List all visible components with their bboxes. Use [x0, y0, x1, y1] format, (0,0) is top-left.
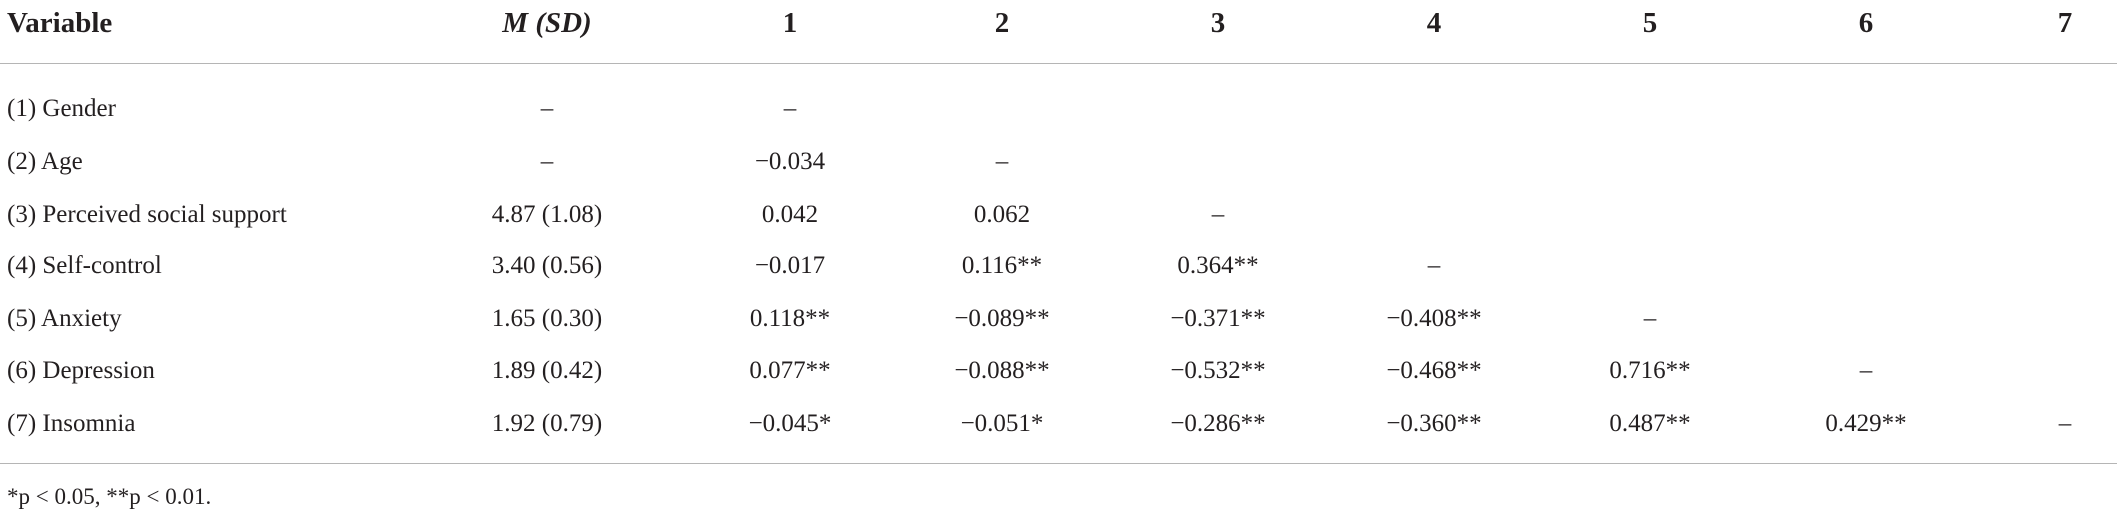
- table-cell: 0.116**: [961, 252, 1043, 279]
- column-header: 7: [2057, 7, 2073, 39]
- table-cell: −0.360**: [1386, 410, 1482, 437]
- table-cell: −0.371**: [1170, 305, 1266, 332]
- column-header: Variable: [7, 7, 113, 39]
- row-label: (6) Depression: [7, 357, 155, 384]
- column-header: M (SD): [502, 7, 592, 39]
- column-header: 1: [782, 7, 798, 39]
- column-header: 4: [1426, 7, 1442, 39]
- bottom-rule: [0, 463, 2117, 464]
- table-cell: 4.87 (1.08): [491, 201, 603, 228]
- header-rule: [0, 63, 2117, 64]
- table-cell: −0.468**: [1386, 357, 1482, 384]
- table-cell: 0.077**: [749, 357, 831, 384]
- table-cell: 1.65 (0.30): [491, 305, 603, 332]
- table-cell: −0.088**: [954, 357, 1050, 384]
- table-cell: 0.364**: [1177, 252, 1259, 279]
- table-cell: –: [1211, 201, 1225, 228]
- row-label: (2) Age: [7, 148, 83, 175]
- table-cell: –: [540, 148, 554, 175]
- column-header: 6: [1858, 7, 1874, 39]
- table-cell: 0.429**: [1825, 410, 1907, 437]
- row-label: (5) Anxiety: [7, 305, 122, 332]
- table-cell: 0.042: [761, 201, 819, 228]
- table-cell: −0.017: [754, 252, 826, 279]
- table-cell: –: [540, 95, 554, 122]
- table-cell: 0.716**: [1609, 357, 1691, 384]
- table-cell: –: [783, 95, 797, 122]
- row-label: (7) Insomnia: [7, 410, 136, 437]
- column-header: 2: [994, 7, 1010, 39]
- table-cell: –: [995, 148, 1009, 175]
- table-cell: 1.92 (0.79): [491, 410, 603, 437]
- table-cell: –: [1643, 305, 1657, 332]
- table-cell: −0.051*: [960, 410, 1044, 437]
- table-cell: –: [1427, 252, 1441, 279]
- footnote: *p < 0.05, **p < 0.01.: [7, 484, 212, 509]
- table-cell: 0.487**: [1609, 410, 1691, 437]
- table-cell: −0.034: [754, 148, 826, 175]
- table-cell: 3.40 (0.56): [491, 252, 603, 279]
- table-cell: −0.408**: [1386, 305, 1482, 332]
- table-cell: −0.286**: [1170, 410, 1266, 437]
- row-label: (1) Gender: [7, 95, 116, 122]
- table-cell: −0.089**: [954, 305, 1050, 332]
- table-cell: –: [2058, 410, 2072, 437]
- column-header: 5: [1642, 7, 1658, 39]
- table-cell: −0.532**: [1170, 357, 1266, 384]
- row-label: (3) Perceived social support: [7, 201, 287, 228]
- column-header: 3: [1210, 7, 1226, 39]
- table-cell: 0.118**: [749, 305, 831, 332]
- table-cell: –: [1859, 357, 1873, 384]
- table-cell: 0.062: [973, 201, 1031, 228]
- table-cell: −0.045*: [748, 410, 832, 437]
- table-cell: 1.89 (0.42): [491, 357, 603, 384]
- row-label: (4) Self-control: [7, 252, 162, 279]
